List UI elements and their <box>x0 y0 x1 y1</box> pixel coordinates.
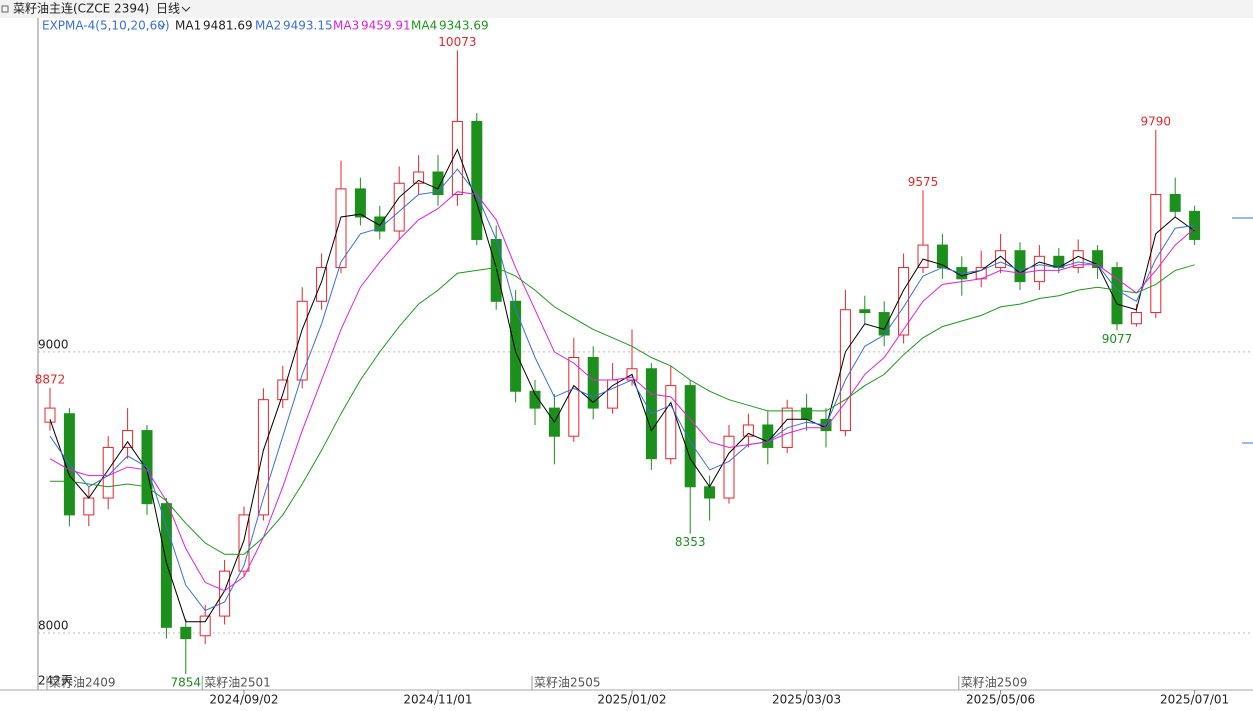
candle-body <box>160 503 172 628</box>
x-tick-label: 2025/05/06 <box>966 693 1035 707</box>
candle-body <box>471 120 483 240</box>
candle-body <box>762 424 774 448</box>
candle-body <box>413 171 425 184</box>
candle-body <box>742 424 754 437</box>
legend-value: 9493.15 <box>283 19 333 33</box>
candle-body <box>1014 250 1026 283</box>
contract-label: 菜籽油2505 <box>534 676 601 690</box>
high-label: 10073 <box>438 35 476 49</box>
candle-body <box>451 120 463 196</box>
candle-body <box>1092 250 1104 269</box>
candle-body <box>44 407 56 423</box>
candle-body <box>510 300 522 392</box>
candle-body <box>102 446 114 499</box>
candle-body <box>607 379 619 409</box>
chevron <box>158 23 166 28</box>
candle-body <box>432 171 444 196</box>
high-label: 9790 <box>1141 114 1172 128</box>
indicator-name[interactable]: EXPMA-4(5,10,20,60) <box>42 19 170 33</box>
header-bar <box>0 0 1253 18</box>
header-icon <box>1 5 9 13</box>
candle-body <box>219 570 231 617</box>
candle-body <box>917 244 929 269</box>
x-tick-label: 2024/09/02 <box>209 693 278 707</box>
legend-name: MA2 <box>255 19 281 33</box>
candle-body <box>568 357 580 437</box>
y-tick-label: 9000 <box>38 337 69 351</box>
candle-body <box>878 312 890 336</box>
candle-body <box>199 615 211 637</box>
contract-label: 菜籽油2409 <box>49 676 116 690</box>
candle-body <box>1169 194 1181 212</box>
ma-line <box>50 264 1195 555</box>
candle-body <box>801 407 813 420</box>
chevron <box>181 6 191 12</box>
candle-body <box>723 435 735 499</box>
candle-body <box>335 188 347 269</box>
ma-line <box>49 148 1195 623</box>
x-tick-label: 2025/01/02 <box>597 693 666 707</box>
legend-name: MA3 <box>333 19 359 33</box>
contract-label: 菜籽油2501 <box>204 676 271 690</box>
legend-value: 9459.91 <box>361 19 411 33</box>
ma-line <box>49 168 1195 612</box>
instrument-title: 菜籽油主连(CZCE 2394) <box>13 1 149 16</box>
period-selector[interactable]: 日线 <box>156 2 180 16</box>
x-tick-label: 2024/11/01 <box>403 693 472 707</box>
candle-body <box>529 390 541 409</box>
candle-body <box>490 238 502 302</box>
candle-body <box>180 626 192 640</box>
candle-body <box>277 379 289 401</box>
candle-body <box>1130 312 1142 325</box>
candle-body <box>316 267 328 302</box>
candle-body <box>393 182 405 232</box>
candle-body <box>83 497 95 516</box>
low-label: 8353 <box>675 535 706 549</box>
x-tick-label: 2025/07/01 <box>1160 693 1229 707</box>
candle-body <box>704 486 716 499</box>
low-label: 9077 <box>1102 332 1133 346</box>
x-tick-label: 2025/03/03 <box>772 693 841 707</box>
candle-body <box>257 399 269 516</box>
candle-body <box>665 385 677 460</box>
high-label: 9575 <box>908 175 939 189</box>
contract-label: 菜籽油2509 <box>961 676 1028 690</box>
candle-body <box>354 188 366 218</box>
candle-body <box>1111 267 1123 325</box>
candle-body <box>296 300 308 381</box>
candle-body <box>1033 255 1045 283</box>
legend-name: MA1 <box>175 19 201 33</box>
high-label: 8872 <box>35 372 66 386</box>
candle-body <box>238 514 250 572</box>
candle-body <box>839 309 851 432</box>
legend-value: 9481.69 <box>203 19 253 33</box>
candle-body <box>859 309 871 314</box>
low-label: 7854 <box>171 675 202 689</box>
candle-body <box>587 357 599 409</box>
y-tick-label: 8000 <box>38 618 69 632</box>
legend-name: MA4 <box>411 19 437 33</box>
candle-body <box>995 250 1007 269</box>
ma-line <box>49 191 1195 592</box>
legend-value: 9343.69 <box>439 19 489 33</box>
candle-body <box>122 430 134 448</box>
candle-body <box>684 385 696 488</box>
